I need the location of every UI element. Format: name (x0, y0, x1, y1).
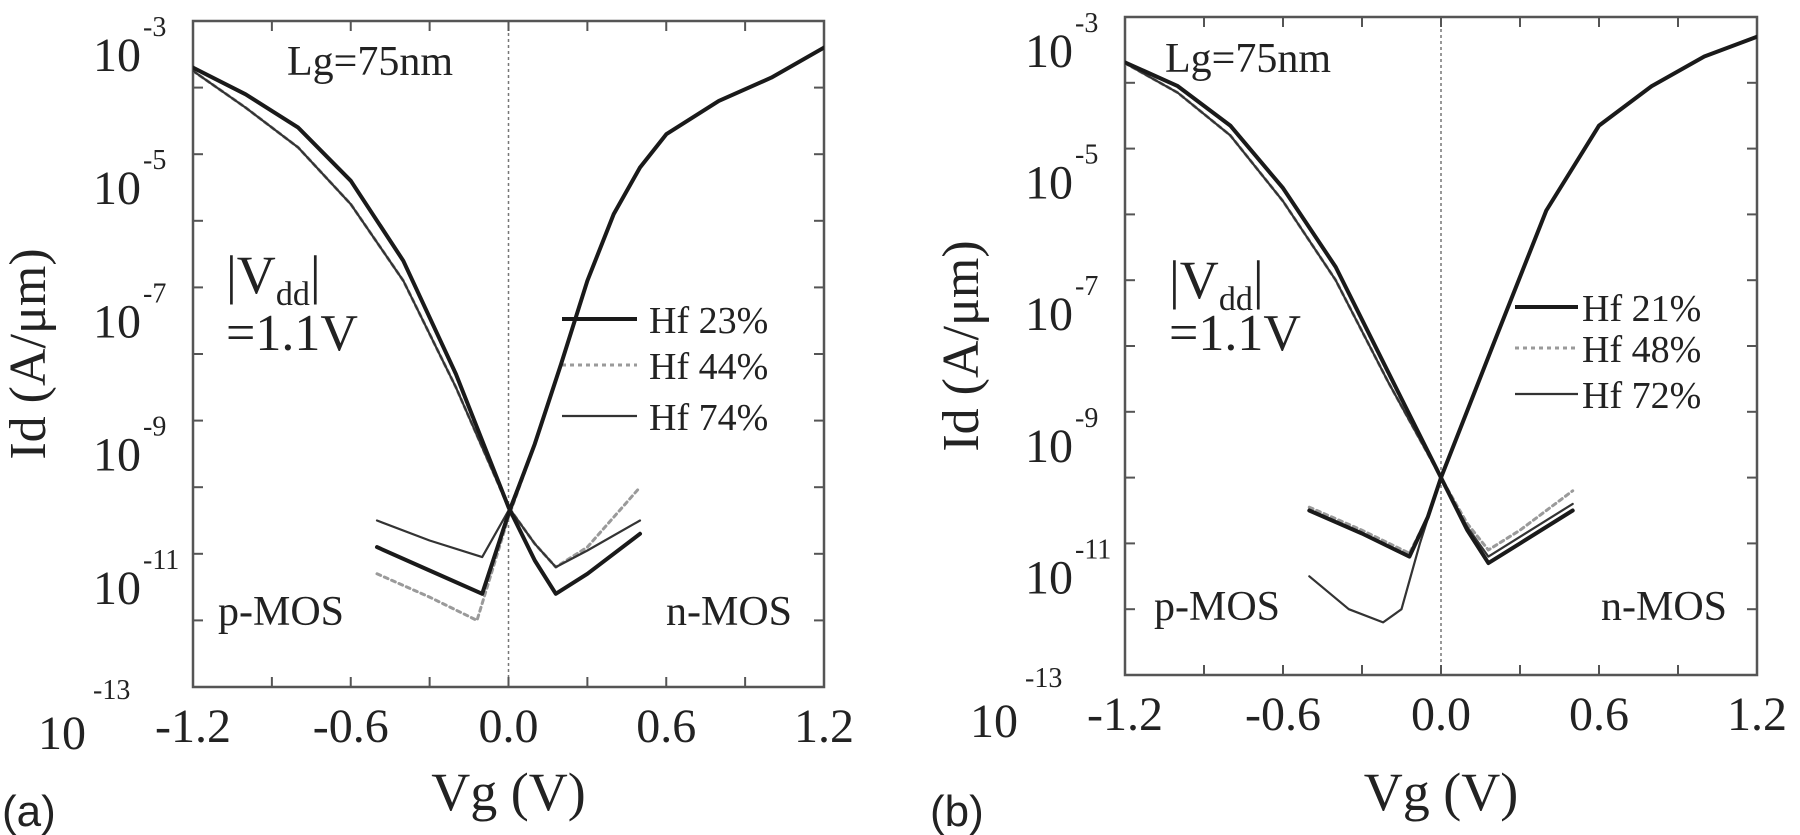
y-tick-label-exponent: -7 (1075, 271, 1098, 302)
series-line-23-nmos (375, 45, 824, 596)
x-tick-label: -0.6 (1245, 688, 1321, 741)
vdd-label-main: |V (1169, 250, 1219, 310)
y-tick-label-base: 10 (93, 562, 141, 615)
x-tick-label: -1.2 (1087, 688, 1163, 741)
vdd-label: |Vdd| (1169, 250, 1264, 318)
x-axis-label: Vg (V) (1364, 762, 1518, 822)
y-tick-label-base: 10 (93, 429, 141, 482)
vdd-label-bar: | (310, 245, 321, 305)
vdd-value-label: =1.1V (226, 305, 358, 362)
y-tick-label-exponent: -3 (1075, 8, 1098, 39)
nmos-label: n-MOS (666, 589, 792, 635)
x-tick-label: 1.2 (1727, 688, 1787, 741)
y-axis-label: Id (A/μm) (0, 248, 57, 459)
y-tick-label-base: 10 (970, 695, 1018, 748)
y-tick-label-base: 10 (1025, 288, 1073, 341)
series-line-21-pmos (1125, 60, 1575, 566)
y-tick-label-base: 10 (93, 29, 141, 82)
pmos-label: p-MOS (1154, 584, 1280, 630)
legend-label: Hf 21% (1582, 288, 1701, 330)
x-tick-label: -0.6 (313, 700, 389, 753)
y-tick-label-exponent: -3 (143, 12, 166, 43)
x-tick-label: 1.2 (794, 700, 854, 753)
chart-panel-b: -1.2 -0.6 0.0 0.6 1.210-310-510-710-910-1110… (930, 8, 1787, 835)
panel-label: (a) (2, 787, 56, 835)
y-tick-label-base: 10 (1025, 25, 1073, 78)
gate-length-label: Lg=75nm (287, 39, 453, 85)
chart-panel-a: -1.2 -0.6 0.0 0.6 1.210-310-510-710-910-1110… (0, 12, 854, 835)
legend-label: Hf 44% (649, 346, 768, 388)
vdd-label-main: |V (226, 245, 276, 305)
vdd-label: |Vdd| (226, 245, 321, 313)
y-axis-label: Id (A/μm) (933, 240, 990, 451)
y-tick-label-exponent: -9 (143, 412, 166, 443)
series-line-23-pmos (193, 65, 642, 596)
legend-label: Hf 74% (649, 397, 768, 439)
x-axis-label: Vg (V) (431, 762, 585, 822)
y-tick-label-base: 10 (93, 162, 141, 215)
x-tick-label: -1.2 (155, 700, 231, 753)
y-tick-label-exponent: -11 (1075, 534, 1111, 565)
y-tick-label-exponent: -5 (1075, 140, 1098, 171)
y-tick-label-base: 10 (1025, 551, 1073, 604)
series-line-21-nmos (1307, 34, 1757, 559)
x-tick-label: 0.0 (479, 700, 539, 753)
legend-label: Hf 72% (1582, 375, 1701, 417)
x-tick-label: 0.0 (1411, 688, 1471, 741)
vdd-label-subscript: dd (1219, 281, 1253, 318)
y-tick-label-exponent: -7 (143, 278, 166, 309)
panel-label: (b) (930, 787, 984, 835)
x-tick-label: 0.6 (636, 700, 696, 753)
y-tick-label-base: 10 (93, 295, 141, 348)
y-tick-label-exponent: -13 (1025, 663, 1062, 694)
vdd-label-subscript: dd (276, 276, 310, 313)
y-tick-label-exponent: -5 (143, 145, 166, 176)
legend-label: Hf 23% (649, 300, 768, 342)
y-tick-label-exponent: -13 (93, 675, 130, 706)
y-tick-label-base: 10 (1025, 157, 1073, 210)
nmos-label: n-MOS (1601, 584, 1727, 630)
legend-label: Hf 48% (1582, 329, 1701, 371)
pmos-label: p-MOS (218, 589, 344, 635)
gate-length-label: Lg=75nm (1165, 36, 1331, 82)
y-tick-label-base: 10 (1025, 420, 1073, 473)
vdd-label-bar: | (1253, 250, 1264, 310)
y-tick-label-exponent: -11 (143, 545, 179, 576)
y-tick-label-exponent: -9 (1075, 403, 1098, 434)
series-line-72-pmos (1125, 62, 1574, 558)
vdd-value-label: =1.1V (1169, 305, 1301, 362)
y-tick-label-base: 10 (38, 707, 86, 760)
series-line-74-pmos (193, 69, 642, 569)
x-tick-label: 0.6 (1569, 688, 1629, 741)
